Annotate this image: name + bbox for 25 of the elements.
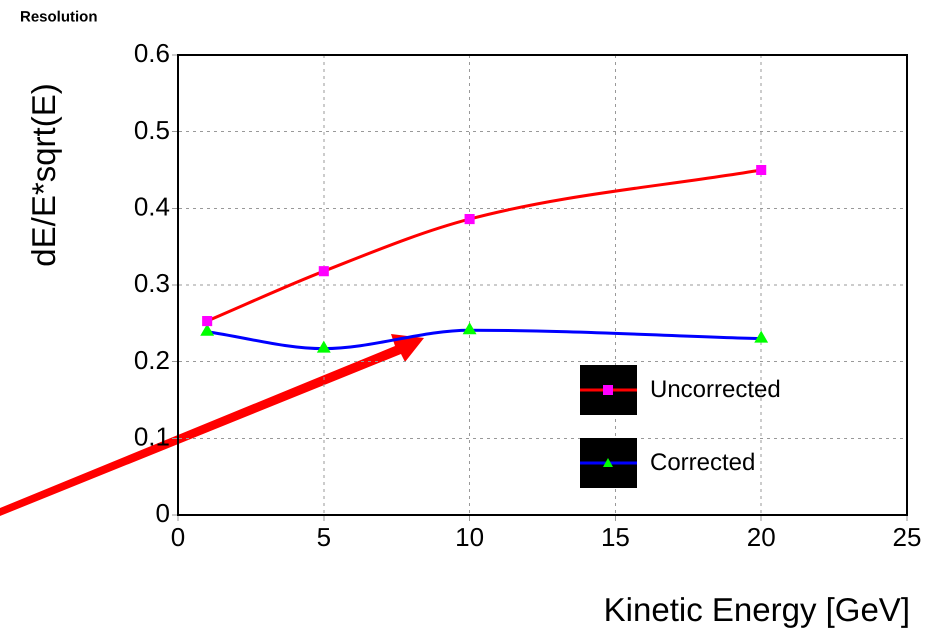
x-tick-label: 10 [455,522,484,552]
x-tick-label: 15 [600,522,630,552]
y-tick-label: 0.6 [134,38,170,68]
y-tick-label: 0 [156,498,170,528]
legend-label: Uncorrected [650,376,781,404]
x-tick-label: 20 [746,522,776,552]
x-tick-label: 5 [316,522,332,552]
x-axis-title: Kinetic Energy [GeV] [604,591,910,628]
point [202,316,212,326]
point [318,342,330,353]
point [755,332,768,343]
y-tick-label: 0.4 [134,192,170,222]
point [464,324,476,334]
y-tick-label: 0.2 [134,344,170,375]
y-axis-title: dE/E*sqrt(E) [25,83,62,267]
point [201,325,213,336]
y-tick-label: 0.5 [134,114,170,145]
legend-label: Corrected [650,449,756,477]
point [756,164,766,176]
y-tick-label: 0.1 [134,422,170,452]
point [464,214,475,224]
y-tick-label: 0.3 [134,268,170,298]
x-tick-label: 25 [892,522,922,552]
point [318,266,329,276]
chart-title: Resolution [20,8,98,26]
